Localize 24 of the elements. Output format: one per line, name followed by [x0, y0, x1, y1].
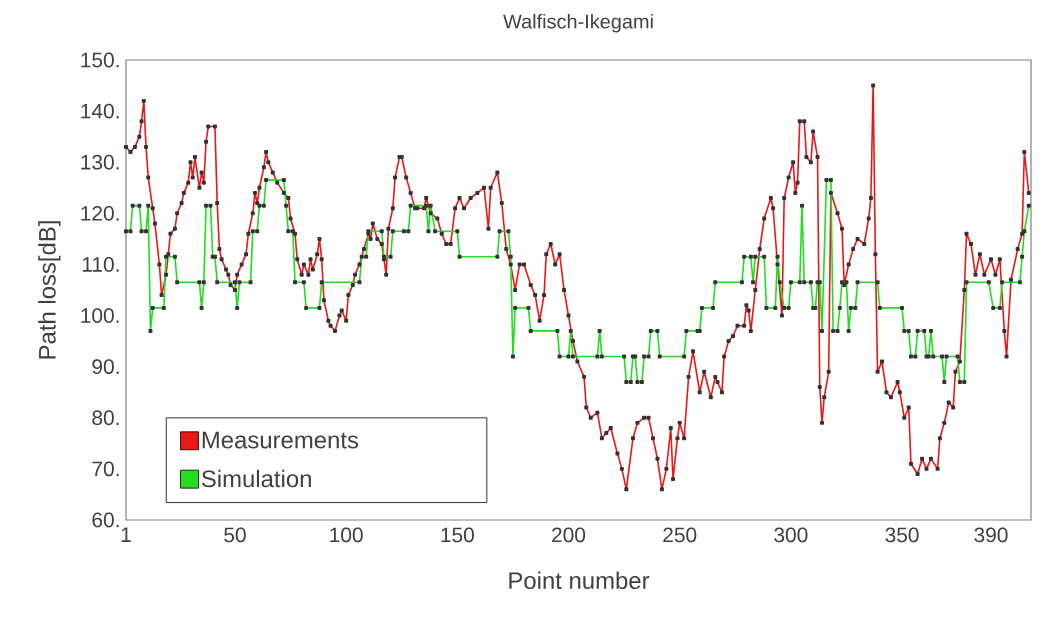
y-tick-label: 130.	[81, 154, 119, 170]
y-tick-label: 90.	[92, 359, 119, 375]
y-axis-title: Path loss[dB]	[38, 221, 61, 359]
x-axis-title: Point number	[509, 571, 650, 590]
x-tick-label: 1	[121, 527, 131, 542]
y-tick-label: 100.	[81, 308, 119, 323]
x-tick-label: 250	[663, 527, 697, 543]
y-tick-label: 150.	[81, 52, 119, 68]
y-tick-label: 110.	[82, 257, 119, 272]
x-tick-label: 100	[330, 527, 363, 543]
legend-label: Simulation	[201, 469, 311, 488]
y-tick-label: 70.	[92, 461, 119, 477]
x-tick-label: 300	[774, 527, 808, 543]
x-tick-label: 200	[552, 527, 586, 543]
chart-title: Walfisch-Ikegami	[503, 13, 653, 33]
x-tick-label: 390	[974, 527, 1008, 543]
x-tick-label: 150	[441, 527, 474, 543]
x-tick-label: 350	[885, 527, 919, 543]
legend-label: Measurements	[202, 431, 359, 449]
y-tick-label: 120.	[81, 205, 119, 221]
y-tick-label: 80.	[92, 410, 119, 426]
y-tick-label: 60.	[92, 512, 119, 528]
x-tick-label: 50	[224, 527, 246, 543]
y-tick-label: 140.	[81, 103, 119, 119]
